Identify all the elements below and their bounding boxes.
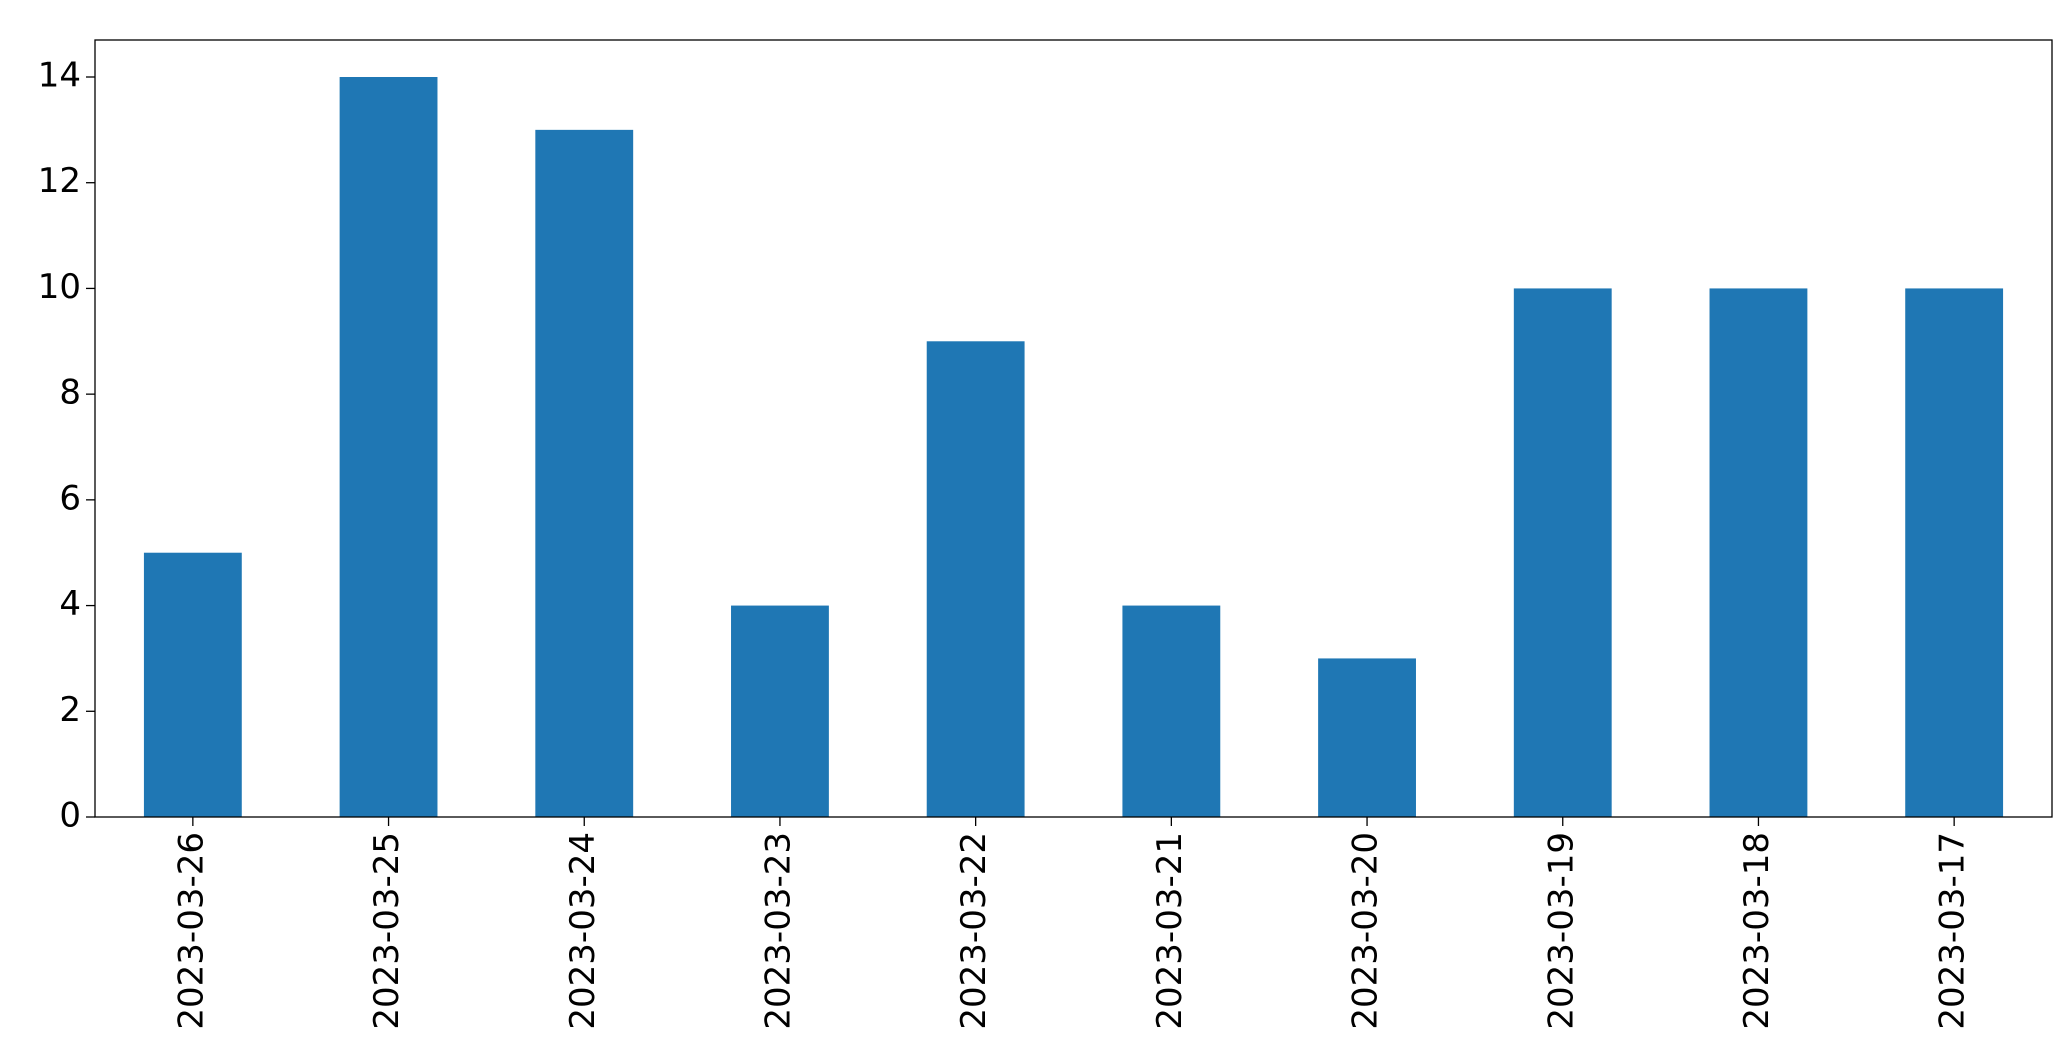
x-tick-label: 2023-03-18 — [1737, 832, 1777, 1030]
bar — [1709, 288, 1808, 817]
bar — [339, 77, 438, 817]
y-tick-label: 8 — [59, 373, 81, 413]
x-tick-label: 2023-03-20 — [1346, 832, 1386, 1030]
bar — [1122, 605, 1221, 817]
x-tick-label: 2023-03-17 — [1933, 832, 1973, 1030]
y-tick-label: 4 — [59, 584, 81, 624]
bar — [143, 552, 242, 817]
x-tick-label: 2023-03-19 — [1541, 832, 1581, 1030]
bar — [731, 605, 829, 817]
bar — [535, 129, 634, 817]
y-tick-label: 12 — [38, 161, 81, 201]
plot-frame — [94, 39, 2053, 818]
x-tick-label: 2023-03-24 — [563, 832, 603, 1030]
bar — [1905, 288, 2004, 817]
x-tick-label: 2023-03-22 — [954, 832, 994, 1030]
x-tick-label: 2023-03-21 — [1150, 832, 1190, 1030]
x-tick-label: 2023-03-25 — [367, 832, 407, 1030]
y-tick-label: 14 — [38, 56, 81, 96]
bar — [1318, 658, 1416, 817]
y-tick-label: 6 — [59, 478, 81, 518]
bar — [1513, 288, 1612, 817]
bar — [926, 341, 1025, 817]
y-tick-label: 2 — [59, 690, 81, 730]
x-tick-label: 2023-03-23 — [758, 832, 798, 1030]
y-tick-label: 10 — [38, 267, 81, 307]
x-tick-label: 2023-03-26 — [171, 832, 211, 1030]
y-tick-label: 0 — [59, 796, 81, 836]
